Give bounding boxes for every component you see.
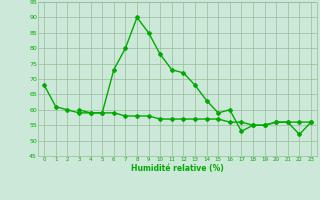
X-axis label: Humidité relative (%): Humidité relative (%) (131, 164, 224, 173)
